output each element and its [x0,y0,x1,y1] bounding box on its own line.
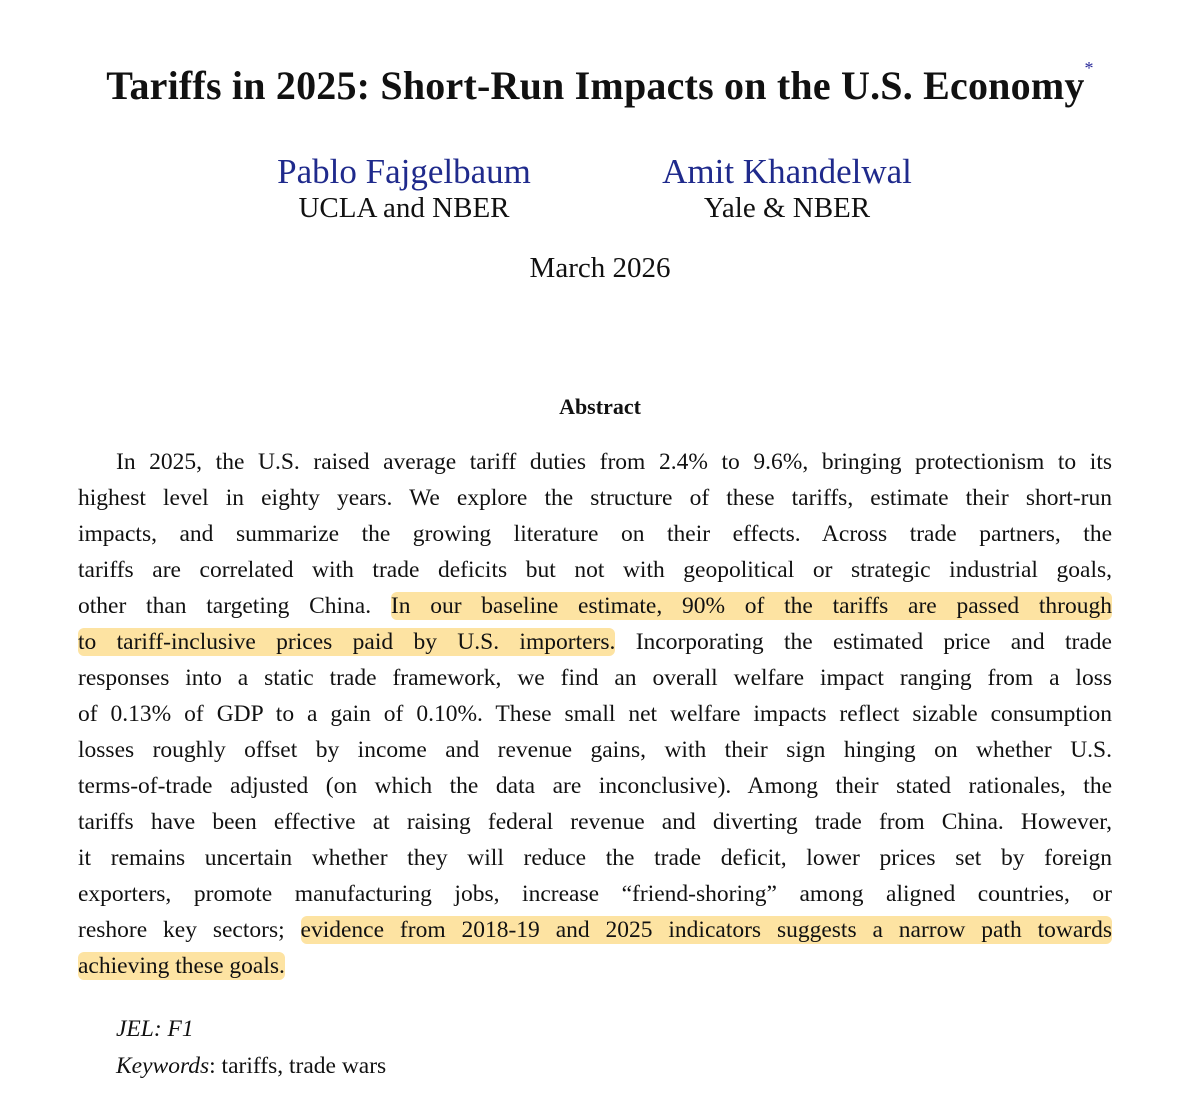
abstract-line: In 2025, the U.S. raised average tariff … [78,444,1112,480]
abstract-text: exporters, promote manufacturing jobs, i… [78,881,1112,907]
title-footnote-mark[interactable]: * [1084,58,1094,78]
abstract-line: other than targeting China. In our basel… [78,588,1112,624]
abstract-line: highest level in eighty years. We explor… [78,480,1112,516]
abstract-text: of 0.13% of GDP to a gain of 0.10%. Thes… [78,701,1112,727]
abstract-text: In 2025, the U.S. raised average tariff … [116,449,1112,475]
abstract-text: tariffs have been effective at raising f… [78,809,1112,835]
abstract-line: reshore key sectors; evidence from 2018-… [78,912,1112,948]
author-1: Pablo Fajgelbaum UCLA and NBER [194,152,614,224]
abstract-line: exporters, promote manufacturing jobs, i… [78,876,1112,912]
author-name[interactable]: Pablo Fajgelbaum [277,152,531,191]
highlighted-text[interactable]: evidence from 2018-19 and 2025 indicator… [300,916,1112,944]
abstract-body: In 2025, the U.S. raised average tariff … [78,444,1112,984]
abstract-text: it remains uncertain whether they will r… [78,845,1112,871]
keywords: Keywords: tariffs, trade wars [116,1053,386,1080]
abstract-text: impacts, and summarize the growing liter… [78,521,1112,547]
abstract-line: impacts, and summarize the growing liter… [78,516,1112,552]
abstract-line: of 0.13% of GDP to a gain of 0.10%. Thes… [78,696,1112,732]
author-2: Amit Khandelwal Yale & NBER [577,152,997,224]
abstract-text: other than targeting China. [78,593,391,619]
abstract-line: responses into a static trade framework,… [78,660,1112,696]
abstract-text: Incorporating the estimated price and tr… [615,629,1112,655]
highlighted-text[interactable]: to tariff-inclusive prices paid by U.S. … [78,628,616,656]
jel-codes: JEL: F1 [116,1016,194,1042]
abstract-line: tariffs are correlated with trade defici… [78,552,1112,588]
abstract-line: losses roughly offset by income and reve… [78,732,1112,768]
abstract-line: it remains uncertain whether they will r… [78,840,1112,876]
abstract-line: tariffs have been effective at raising f… [78,804,1112,840]
abstract-line: achieving these goals. [78,948,1112,984]
abstract-text: highest level in eighty years. We explor… [78,485,1112,511]
author-affiliation: UCLA and NBER [298,192,510,224]
abstract-text: responses into a static trade framework,… [78,665,1112,691]
abstract-text: losses roughly offset by income and reve… [78,737,1112,763]
abstract-line: to tariff-inclusive prices paid by U.S. … [78,624,1112,660]
highlighted-text[interactable]: achieving these goals. [78,952,285,980]
abstract-text: reshore key sectors; [78,917,301,943]
keywords-label: Keywords [116,1053,210,1079]
title-text: Tariffs in 2025: Short-Run Impacts on th… [106,63,1085,108]
abstract-text: tariffs are correlated with trade defici… [78,557,1112,583]
abstract-heading: Abstract [559,394,641,419]
keywords-value: : tariffs, trade wars [209,1053,387,1079]
paper-title: Tariffs in 2025: Short-Run Impacts on th… [0,58,1200,109]
author-affiliation: Yale & NBER [703,192,871,224]
paper-date: March 2026 [529,252,671,284]
highlighted-text[interactable]: In our baseline estimate, 90% of the tar… [390,592,1112,620]
abstract-text: terms-of-trade adjusted (on which the da… [78,773,1112,799]
author-name[interactable]: Amit Khandelwal [662,152,912,191]
abstract-line: terms-of-trade adjusted (on which the da… [78,768,1112,804]
